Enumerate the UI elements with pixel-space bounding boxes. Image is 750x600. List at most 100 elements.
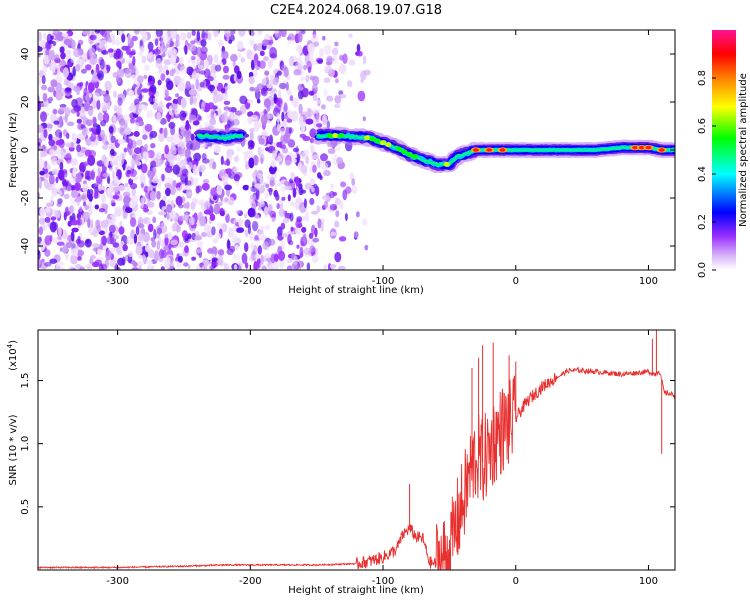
spectrogram-speckle <box>202 179 210 184</box>
spectrogram-speckle <box>214 64 222 72</box>
spectrogram-speckle <box>163 127 168 139</box>
spectrogram-speckle <box>249 127 255 133</box>
spectrogram-speckle <box>148 91 153 97</box>
spectrogram-speckle <box>197 64 205 70</box>
spectrogram-speckle <box>139 173 146 184</box>
spectrogram-speckle <box>163 59 171 66</box>
spectrogram-speckle <box>110 33 114 39</box>
spectrogram-speckle <box>269 134 274 146</box>
spectrogram-speckle <box>201 182 210 191</box>
spectrogram-speckle <box>145 260 153 266</box>
spectrogram-speckle <box>323 77 331 84</box>
spectrogram-speckle <box>311 154 319 160</box>
spectrogram-speckle <box>189 95 194 106</box>
spectrogram-speckle <box>287 33 296 41</box>
spectrogram-speckle <box>312 93 318 102</box>
spectrogram-speckle <box>108 224 116 234</box>
spectrogram-speckle <box>266 83 273 89</box>
spectrogram-speckle <box>108 126 114 134</box>
spectrogram-speckle <box>246 49 253 60</box>
spectrogram-speckle <box>141 163 148 174</box>
ridge-blob <box>337 133 344 139</box>
spectrogram-speckle <box>82 183 89 193</box>
spectrogram-speckle <box>170 135 174 144</box>
spectrogram-speckle <box>204 200 211 210</box>
spectrogram-speckle <box>77 133 85 140</box>
spectrogram-speckle <box>96 124 101 135</box>
spectrogram-speckle <box>126 58 133 64</box>
spectrogram-speckle <box>260 114 268 126</box>
spectrogram-speckle <box>244 161 250 170</box>
spectrogram-speckle <box>186 66 194 76</box>
spectrogram-speckle <box>169 210 177 219</box>
spectrogram-speckle <box>52 108 58 115</box>
spectrogram-speckle <box>280 222 286 230</box>
spectrogram-speckle <box>244 219 251 228</box>
spectrogram-speckle <box>131 49 136 54</box>
spectrogram-speckle <box>247 99 254 104</box>
spectrogram-speckle <box>164 235 169 246</box>
spectrogram-speckle <box>287 230 295 235</box>
ridge-peak <box>658 148 665 152</box>
spectrogram-speckle <box>217 39 224 47</box>
spectrogram-speckle <box>323 170 331 177</box>
spectrogram-speckle <box>183 212 190 222</box>
spectrogram-speckle <box>317 218 322 229</box>
spectrogram-speckle <box>316 205 321 213</box>
spectrogram-speckle <box>301 124 305 133</box>
spectrogram-speckle <box>334 197 341 206</box>
spectrogram-speckle <box>180 97 187 109</box>
spectrogram-speckle <box>320 162 329 171</box>
spectrogram-speckle <box>178 215 185 222</box>
spectrogram-ridge <box>191 126 675 174</box>
spectrogram-speckle <box>128 237 135 245</box>
spectrogram-speckle <box>114 206 122 217</box>
ridge-peak <box>638 145 645 150</box>
spectrogram-speckle <box>135 242 142 249</box>
spectrogram-speckle <box>271 160 276 168</box>
spectrogram-speckle <box>167 30 171 38</box>
spectrogram-speckle <box>276 203 280 210</box>
spectrogram-speckle <box>232 118 240 126</box>
spectrogram-speckle <box>45 173 50 178</box>
spectrogram-speckle <box>114 176 119 185</box>
spectrogram-speckle <box>289 212 294 222</box>
spectrogram-speckle <box>44 249 51 257</box>
spectrogram-speckle <box>90 131 97 142</box>
spectrogram-speckle <box>152 101 159 111</box>
spectrogram-speckle <box>57 198 63 205</box>
spectrogram-speckle <box>56 31 64 42</box>
spectrogram-y-tick-label: 0 <box>20 147 31 153</box>
spectrogram-speckle <box>213 54 219 63</box>
ridge-peak <box>486 148 493 152</box>
spectrogram-speckle <box>203 209 212 215</box>
spectrogram-speckle <box>87 217 91 228</box>
spectrogram-speckle <box>42 92 48 102</box>
spectrogram-speckle <box>272 77 279 86</box>
spectrogram-speckle <box>267 112 274 120</box>
spectrogram-speckle <box>191 256 197 261</box>
spectrogram-speckle <box>156 240 161 251</box>
spectrogram-speckle <box>158 100 164 109</box>
spectrogram-speckle <box>149 94 156 105</box>
spectrogram-speckle <box>339 94 347 99</box>
spectrogram-speckle <box>334 41 339 47</box>
spectrogram-speckle <box>87 106 94 117</box>
spectrogram-speckle <box>147 41 154 51</box>
spectrogram-speckle <box>228 171 235 180</box>
spectrogram-y-tick-label: 20 <box>20 96 31 109</box>
spectrogram-speckle <box>118 184 125 192</box>
spectrogram-speckle <box>101 133 108 145</box>
spectrogram-speckle <box>197 185 202 193</box>
spectrogram-speckle <box>70 196 76 208</box>
spectrogram-speckle <box>72 167 77 177</box>
spectrogram-speckle <box>104 227 108 235</box>
spectrogram-speckle <box>174 155 182 161</box>
spectrogram-speckle <box>283 104 288 113</box>
spectrogram-speckle <box>77 240 85 248</box>
spectrogram-speckle <box>54 209 61 219</box>
spectrogram-speckle <box>51 183 55 189</box>
spectrogram-speckle <box>216 93 224 102</box>
spectrogram-speckle <box>158 211 167 216</box>
spectrogram-speckle <box>296 244 300 249</box>
